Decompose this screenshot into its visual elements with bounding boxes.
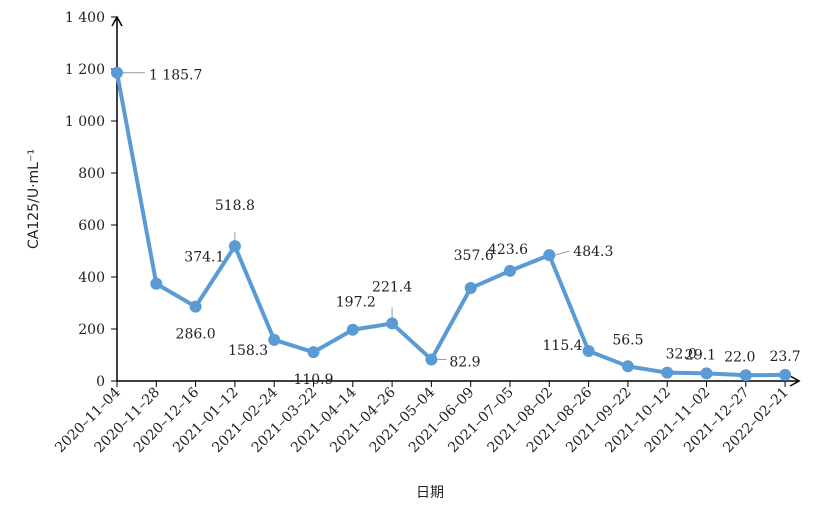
data-label: 484.3 — [573, 244, 613, 260]
data-point — [150, 277, 163, 290]
y-tick-label: 200 — [78, 322, 105, 338]
data-point — [425, 353, 438, 366]
data-point — [268, 333, 281, 346]
data-point — [700, 367, 713, 380]
y-tick-label: 800 — [78, 166, 105, 182]
data-points — [111, 66, 792, 382]
x-axis-arrow — [789, 375, 801, 387]
y-tick-label: 400 — [78, 270, 105, 286]
data-label: 23.7 — [770, 349, 801, 365]
data-point — [661, 366, 674, 379]
data-label: 32.0 — [666, 347, 697, 363]
data-point — [111, 66, 123, 79]
x-axis-title: 日期 — [416, 485, 444, 501]
data-label: 158.3 — [228, 343, 268, 359]
data-label: 110.9 — [293, 372, 333, 388]
data-label: 115.4 — [543, 338, 583, 354]
y-tick-label: 1 200 — [65, 62, 105, 78]
series-line — [115, 72, 786, 378]
data-label: 22.0 — [724, 349, 755, 365]
data-label: 374.1 — [184, 250, 224, 266]
data-point — [504, 264, 516, 277]
data-label: 518.8 — [215, 198, 255, 214]
data-point — [621, 360, 634, 373]
label-leaders — [122, 72, 570, 360]
y-tick-label: 1 000 — [65, 114, 105, 130]
data-point — [543, 249, 556, 262]
data-point — [189, 300, 202, 313]
data-label: 82.9 — [449, 354, 480, 370]
data-point — [464, 282, 477, 295]
data-label: 29.1 — [685, 347, 716, 363]
x-axis: 2020–11–042020–11–282020–12–162021–01–12… — [52, 375, 801, 456]
data-point — [779, 368, 792, 381]
data-point — [582, 344, 595, 357]
data-point — [228, 240, 241, 253]
label-leader — [555, 250, 570, 256]
data-label: 197.2 — [336, 295, 376, 311]
y-tick-label: 0 — [96, 374, 105, 390]
data-label: 56.5 — [612, 332, 643, 348]
data-point — [346, 323, 359, 336]
data-label: 286.0 — [176, 327, 216, 343]
data-label: 221.4 — [372, 279, 412, 295]
data-label: 423.6 — [488, 242, 528, 258]
y-tick-label: 600 — [78, 218, 105, 234]
y-tick-label: 1 400 — [65, 10, 105, 26]
data-label: 357.6 — [454, 248, 494, 264]
y-axis-title: CA125/U·mL⁻¹ — [26, 149, 42, 249]
data-labels: 1 185.7 374.1 286.0 518.8 158.3 110.9 197.2221… — [149, 68, 801, 388]
data-point — [386, 317, 399, 330]
data-label: 1 185.7 — [149, 68, 202, 84]
data-point — [307, 346, 320, 359]
y-axis: 0 200 400 600 800 1 000 1 200 1 400 — [65, 10, 123, 390]
data-point — [739, 369, 752, 382]
